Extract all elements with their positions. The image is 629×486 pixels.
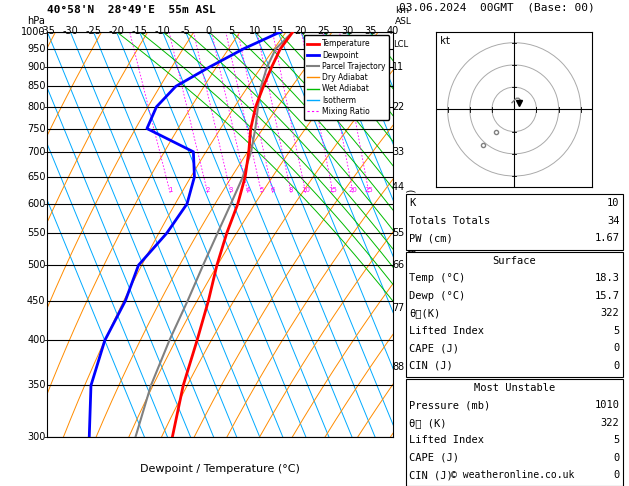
- Text: 1010: 1010: [594, 400, 620, 410]
- Text: CIN (J): CIN (J): [409, 361, 453, 371]
- Text: CAPE (J): CAPE (J): [409, 453, 459, 463]
- Text: Dewpoint / Temperature (°C): Dewpoint / Temperature (°C): [140, 464, 300, 474]
- Text: 25: 25: [364, 187, 373, 193]
- Text: 850: 850: [27, 81, 45, 91]
- Text: CAPE (J): CAPE (J): [409, 344, 459, 353]
- Text: 6: 6: [270, 187, 275, 193]
- Text: Temp (°C): Temp (°C): [409, 274, 465, 283]
- Legend: Temperature, Dewpoint, Parcel Trajectory, Dry Adiabat, Wet Adiabat, Isotherm, Mi: Temperature, Dewpoint, Parcel Trajectory…: [304, 35, 389, 120]
- Text: 40°58'N  28°49'E  55m ASL: 40°58'N 28°49'E 55m ASL: [47, 4, 216, 15]
- Text: 700: 700: [27, 147, 45, 157]
- Text: 2: 2: [398, 102, 404, 112]
- Text: 10: 10: [607, 198, 620, 208]
- Text: Mixing Ratio (g/kg): Mixing Ratio (g/kg): [407, 189, 417, 280]
- Text: 650: 650: [27, 172, 45, 182]
- Text: 8: 8: [392, 362, 398, 372]
- Text: 15: 15: [272, 26, 284, 35]
- Text: 20: 20: [348, 187, 357, 193]
- Text: 0: 0: [613, 453, 620, 463]
- Text: Surface: Surface: [493, 256, 536, 266]
- Text: 6: 6: [398, 260, 403, 270]
- Text: 400: 400: [27, 335, 45, 346]
- Text: 35: 35: [364, 26, 376, 35]
- Text: 5: 5: [228, 26, 235, 35]
- Text: CIN (J): CIN (J): [409, 470, 453, 480]
- Text: -5: -5: [181, 26, 191, 35]
- Text: 0: 0: [613, 361, 620, 371]
- Text: 4: 4: [246, 187, 250, 193]
- Text: 8: 8: [289, 187, 293, 193]
- Text: 10: 10: [301, 187, 310, 193]
- Text: 1000: 1000: [21, 27, 45, 36]
- Text: 03.06.2024  00GMT  (Base: 00): 03.06.2024 00GMT (Base: 00): [399, 2, 595, 12]
- Text: 5: 5: [259, 187, 264, 193]
- Text: -20: -20: [108, 26, 125, 35]
- Text: PW (cm): PW (cm): [409, 233, 453, 243]
- Text: θᴇ(K): θᴇ(K): [409, 309, 440, 318]
- Text: 1: 1: [398, 62, 403, 72]
- Text: Lifted Index: Lifted Index: [409, 435, 484, 445]
- Text: 10: 10: [248, 26, 261, 35]
- Text: 322: 322: [601, 309, 620, 318]
- Text: -25: -25: [86, 26, 101, 35]
- Text: 0: 0: [613, 470, 620, 480]
- Text: 3: 3: [398, 147, 403, 157]
- Text: Pressure (mb): Pressure (mb): [409, 400, 490, 410]
- Text: 40: 40: [387, 26, 399, 35]
- Text: 600: 600: [27, 199, 45, 209]
- Text: K: K: [409, 198, 415, 208]
- Text: 3: 3: [392, 147, 398, 157]
- Text: Totals Totals: Totals Totals: [409, 216, 490, 226]
- Text: 500: 500: [27, 260, 45, 270]
- Text: 8: 8: [398, 362, 403, 372]
- Text: 3: 3: [228, 187, 233, 193]
- Text: 950: 950: [27, 44, 45, 54]
- Text: 15: 15: [328, 187, 337, 193]
- Text: 18.3: 18.3: [594, 274, 620, 283]
- Text: Dewp (°C): Dewp (°C): [409, 291, 465, 301]
- Text: Most Unstable: Most Unstable: [474, 383, 555, 393]
- Text: 7: 7: [392, 303, 398, 313]
- Text: 6: 6: [392, 260, 398, 270]
- Text: 30: 30: [341, 26, 353, 35]
- Text: 5: 5: [613, 326, 620, 336]
- Text: 450: 450: [27, 296, 45, 306]
- Text: 5: 5: [613, 435, 620, 445]
- Text: 4: 4: [392, 182, 398, 192]
- Text: 900: 900: [27, 62, 45, 72]
- Text: 1.67: 1.67: [594, 233, 620, 243]
- Text: 7: 7: [398, 303, 404, 313]
- Text: 25: 25: [318, 26, 330, 35]
- Text: 800: 800: [27, 102, 45, 112]
- Text: 20: 20: [294, 26, 307, 35]
- Text: 300: 300: [27, 433, 45, 442]
- Text: 550: 550: [27, 228, 45, 238]
- Text: Lifted Index: Lifted Index: [409, 326, 484, 336]
- Text: -10: -10: [155, 26, 170, 35]
- Text: km
ASL: km ASL: [395, 6, 412, 25]
- Text: kt: kt: [440, 36, 452, 46]
- Text: 5: 5: [392, 228, 398, 238]
- Text: 34: 34: [607, 216, 620, 226]
- Text: 0: 0: [613, 344, 620, 353]
- Text: -35: -35: [39, 26, 55, 35]
- Text: 0: 0: [206, 26, 212, 35]
- Text: -30: -30: [62, 26, 78, 35]
- Text: -15: -15: [131, 26, 147, 35]
- Text: LCL: LCL: [394, 40, 409, 49]
- Text: 4: 4: [398, 182, 403, 192]
- Text: 322: 322: [601, 418, 620, 428]
- Text: 15.7: 15.7: [594, 291, 620, 301]
- Text: 2: 2: [206, 187, 210, 193]
- Text: 1: 1: [392, 62, 398, 72]
- Text: 2: 2: [392, 102, 398, 112]
- Text: 5: 5: [398, 228, 404, 238]
- Text: θᴇ (K): θᴇ (K): [409, 418, 447, 428]
- Text: hPa: hPa: [28, 16, 45, 25]
- Text: 1: 1: [168, 187, 172, 193]
- Text: © weatheronline.co.uk: © weatheronline.co.uk: [451, 470, 574, 480]
- Text: 350: 350: [27, 381, 45, 390]
- Text: 750: 750: [27, 123, 45, 134]
